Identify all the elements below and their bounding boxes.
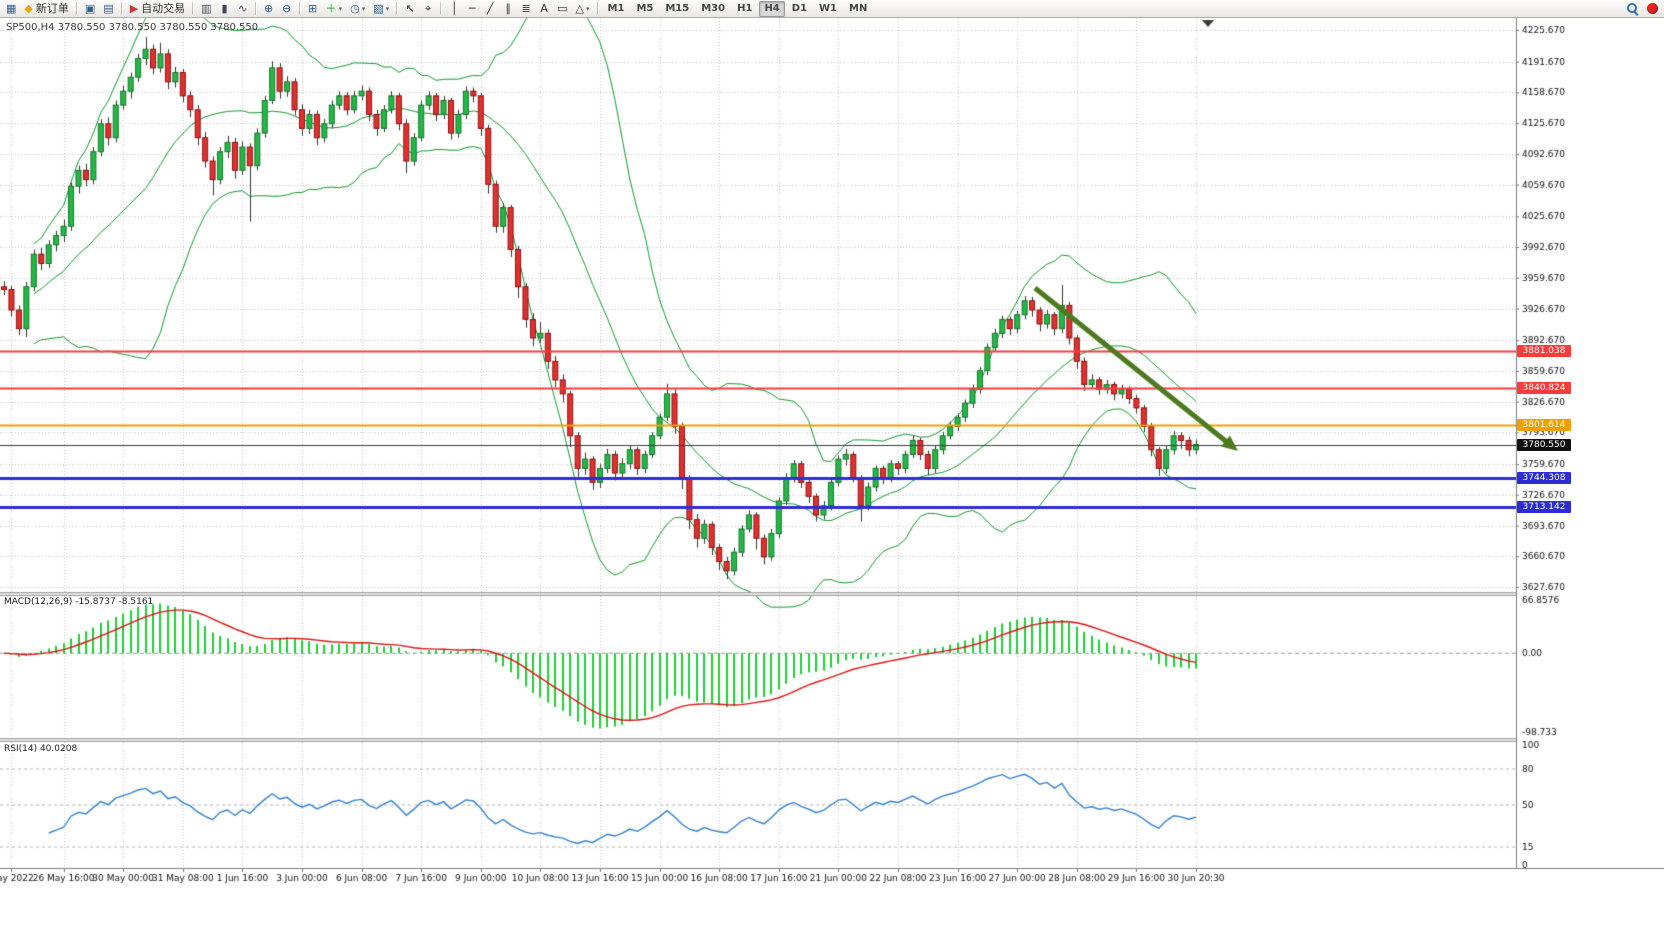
periods-button[interactable]: ◷ ▾: [347, 1, 368, 17]
window-icon: ▣: [84, 1, 96, 15]
line-icon: ∿: [237, 1, 248, 15]
bar-chart-button[interactable]: ▥: [198, 1, 214, 17]
search-button[interactable]: [1623, 1, 1642, 17]
timeframe-w1-button[interactable]: W1: [814, 1, 842, 17]
auto-trading-button-label: 自动交易: [141, 1, 186, 15]
layers-icon: ▤: [103, 1, 114, 15]
toolbar: ▦ ◆ 新订单 ▣ ▤ ▶ 自动交易 ▥ ▮ ∿ ⊕ ⊖ ⊞ ＋ ▾ ◷ ▾ ▧ ▾ ↖ ⌖ │ ─ ╱ ∥ ≣ A ▭ △ ▾ M1 M5 M…: [0, 0, 1664, 18]
profiles-button[interactable]: ▤: [100, 1, 116, 17]
line-chart-button[interactable]: ∿: [235, 1, 251, 17]
timeframe-mn-button[interactable]: MN: [844, 1, 872, 17]
text-icon: A: [540, 1, 548, 15]
zoom-out-button[interactable]: ⊖: [279, 1, 295, 17]
dropdown-arrow-icon: ▾: [586, 4, 590, 13]
chart-window-button[interactable]: ▣: [82, 1, 98, 17]
timeframe-m5-button[interactable]: M5: [631, 1, 658, 17]
toolbar-separator: [192, 2, 195, 15]
diamond-icon: ◆: [24, 1, 33, 15]
indicators-button[interactable]: ＋ ▾: [323, 1, 346, 17]
label-button[interactable]: ▭: [554, 1, 570, 17]
cursor-icon: ↖: [405, 1, 415, 15]
search-icon: [1626, 2, 1639, 16]
toolbar-separator: [298, 2, 301, 15]
add-indicator-icon: ＋: [325, 1, 337, 15]
text-button[interactable]: A: [536, 1, 552, 17]
toolbar-items: ▦ ◆ 新订单 ▣ ▤ ▶ 自动交易 ▥ ▮ ∿ ⊕ ⊖ ⊞ ＋ ▾ ◷ ▾ ▧ ▾ ↖ ⌖ │ ─ ╱ ∥ ≣ A ▭ △ ▾ M1 M5 M…: [2, 0, 873, 17]
channel-icon: ∥: [505, 1, 511, 15]
crosshair-button[interactable]: ⌖: [420, 1, 436, 17]
candlestick-button[interactable]: ▮: [217, 1, 233, 17]
channel-button[interactable]: ∥: [500, 1, 516, 17]
shapes-icon: △: [575, 1, 584, 15]
shapes-button[interactable]: △ ▾: [573, 1, 593, 17]
zoom-out-icon: ⊖: [281, 1, 292, 15]
vline-icon: │: [450, 1, 458, 15]
timeframe-m15-button[interactable]: M15: [660, 1, 694, 17]
status-indicator: [1647, 3, 1658, 14]
timeframe-h1-button[interactable]: H1: [732, 1, 757, 17]
toolbar-separator: [440, 2, 443, 15]
toolbar-separator: [75, 2, 78, 15]
toolbar-separator: [120, 2, 123, 15]
charts-menu-button[interactable]: ▦: [3, 1, 19, 17]
hline-icon: ─: [468, 1, 476, 15]
bars-icon: ▥: [201, 1, 212, 15]
toolbar-right: [1622, 1, 1662, 17]
label-icon: ▭: [557, 1, 568, 15]
dropdown-arrow-icon: ▾: [385, 4, 390, 13]
vertical-line-button[interactable]: │: [446, 1, 462, 17]
fibonacci-icon: ≣: [521, 1, 531, 15]
zoom-in-icon: ⊕: [263, 1, 274, 15]
new-order-button[interactable]: ◆ 新订单: [21, 1, 71, 17]
trendline-icon: ╱: [486, 1, 494, 15]
timeframe-m30-button[interactable]: M30: [696, 1, 730, 17]
timeframe-d1-button[interactable]: D1: [787, 1, 812, 17]
dropdown-arrow-icon: ▾: [338, 4, 343, 13]
fibonacci-button[interactable]: ≣: [518, 1, 534, 17]
trendline-button[interactable]: ╱: [482, 1, 498, 17]
toolbar-separator: [396, 2, 399, 15]
new-order-button-label: 新订单: [35, 1, 69, 15]
tile-windows-button[interactable]: ⊞: [305, 1, 321, 17]
candles-icon: ▮: [221, 1, 228, 15]
chart-canvas[interactable]: [0, 18, 1664, 938]
dropdown-arrow-icon: ▾: [361, 4, 366, 13]
timeframe-m1-button[interactable]: M1: [603, 1, 630, 17]
zoom-in-button[interactable]: ⊕: [261, 1, 277, 17]
toolbar-separator: [254, 2, 257, 15]
clock-icon: ◷: [350, 1, 360, 15]
chart-grid-icon: ▦: [6, 1, 17, 15]
templates-button[interactable]: ▧ ▾: [370, 1, 392, 17]
play-icon: ▶: [129, 1, 139, 15]
toolbar-separator: [596, 2, 599, 15]
tile-icon: ⊞: [307, 1, 318, 15]
horizontal-line-button[interactable]: ─: [464, 1, 480, 17]
template-icon: ▧: [373, 1, 384, 15]
timeframe-h4-button[interactable]: H4: [759, 0, 785, 17]
auto-trading-button[interactable]: ▶ 自动交易: [127, 1, 188, 17]
crosshair-icon: ⌖: [425, 1, 432, 15]
cursor-button[interactable]: ↖: [402, 1, 418, 17]
